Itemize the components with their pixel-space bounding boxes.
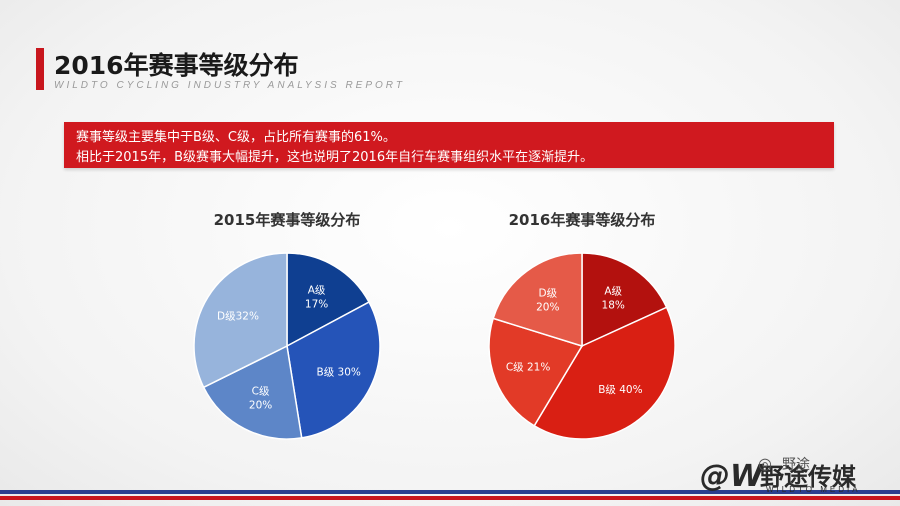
slice-label: C级 20% <box>249 385 272 411</box>
brand-logo: @W 野途传媒 WILDTO MEDIA <box>700 455 890 497</box>
pie-slice <box>286 301 381 439</box>
watermark-text: 野途 <box>782 457 810 473</box>
slice-label: A级 18% <box>602 286 625 312</box>
summary-banner: 赛事等级主要集中于B级、C级，占比所有赛事的61%。 相比于2015年，B级赛事… <box>64 122 834 168</box>
summary-line-2: 相比于2015年，B级赛事大幅提升，这也说明了2016年自行车赛事组织水平在逐渐… <box>76 150 594 165</box>
page-title: 2016年赛事等级分布 <box>54 51 299 80</box>
pie-slice <box>533 306 676 440</box>
pie-slice <box>202 344 303 440</box>
slice-label: C级 21% <box>506 362 551 374</box>
logo-name-en: WILDTO MEDIA <box>766 485 861 494</box>
slice-label: D级32% <box>217 311 259 323</box>
page-subtitle: WILDTO CYCLING INDUSTRY ANALYSIS REPORT <box>54 80 405 91</box>
pie-slice <box>488 317 584 427</box>
slice-label: D级 20% <box>536 288 559 314</box>
pie-chart-2: 2016年赛事等级分布 A级 18% B级 40% C级 21% D级 20% <box>488 211 676 440</box>
slice-label: A级 17% <box>305 285 328 311</box>
pie-chart-1: 2015年赛事等级分布 A级 17% B级 30% C级 20% D级32% <box>193 211 381 440</box>
logo-mark: @W <box>700 459 764 494</box>
chart-title: 2016年赛事等级分布 <box>509 211 656 229</box>
footer-stripe-red <box>0 496 900 500</box>
pie-slice <box>581 252 668 348</box>
title-accent-bar <box>36 48 44 90</box>
pie-slice <box>492 252 583 348</box>
summary-line-1: 赛事等级主要集中于B级、C级，占比所有赛事的61%。 <box>76 130 396 145</box>
pie-slice <box>193 252 288 389</box>
wechat-icon: ◎ <box>758 454 772 473</box>
slice-label: B级 30% <box>317 367 361 379</box>
slice-label: B级 40% <box>598 384 642 396</box>
pie-slice <box>286 252 370 348</box>
footer-stripe-blue <box>0 490 900 494</box>
logo-name-cn: 野途传媒 <box>760 463 856 491</box>
chart-title: 2015年赛事等级分布 <box>214 211 361 229</box>
